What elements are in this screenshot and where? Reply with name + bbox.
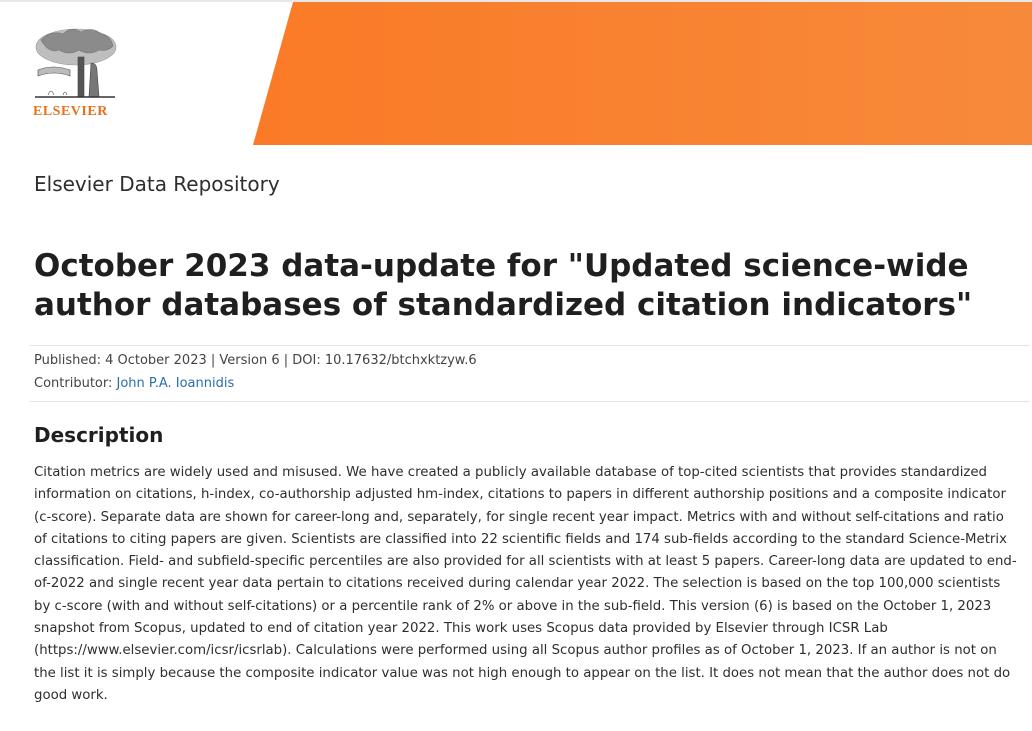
publication-info: Published: 4 October 2023 | Version 6 | … xyxy=(34,353,477,368)
contributor-line: Contributor: John P.A. Ioannidis xyxy=(34,376,234,391)
description-text: Citation metrics are widely used and mis… xyxy=(34,465,1017,703)
contributor-label: Contributor: xyxy=(34,376,117,391)
page-title: October 2023 data-update for "Updated sc… xyxy=(34,248,973,323)
repository-name[interactable]: Elsevier Data Repository xyxy=(34,172,280,196)
elsevier-logo-text[interactable]: ELSEVIER xyxy=(33,104,108,119)
description-heading: Description xyxy=(34,423,164,447)
divider xyxy=(30,345,1030,346)
header-banner xyxy=(253,2,1032,145)
divider xyxy=(30,401,1030,402)
contributor-link[interactable]: John P.A. Ioannidis xyxy=(116,376,235,391)
top-border xyxy=(0,0,1032,2)
elsevier-tree-logo-icon xyxy=(35,28,117,98)
